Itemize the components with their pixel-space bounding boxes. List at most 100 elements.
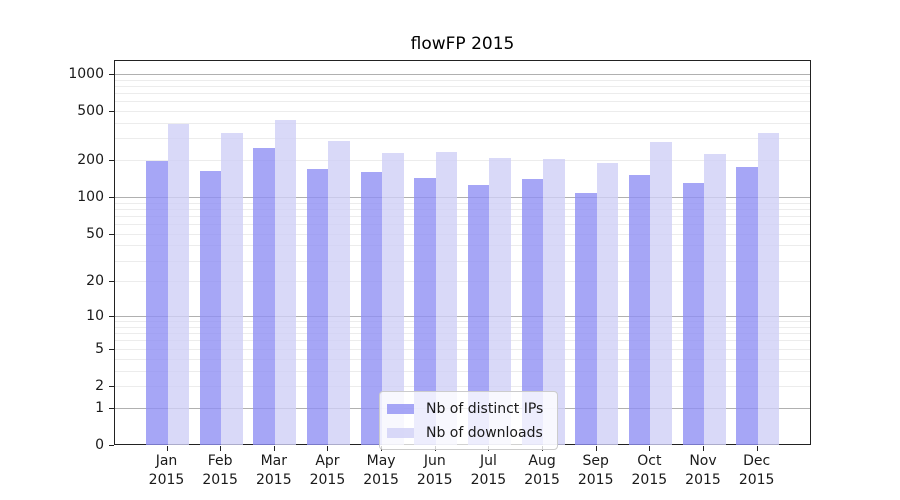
y-tick-mark bbox=[109, 445, 114, 446]
y-tick-mark bbox=[109, 316, 114, 318]
x-tick-label-year: 2015 bbox=[309, 472, 346, 488]
gridline-minor bbox=[115, 333, 810, 335]
y-tick-mark bbox=[109, 385, 114, 387]
gridline-decade bbox=[115, 73, 810, 75]
y-tick-label: 50 bbox=[86, 225, 104, 242]
y-tick-mark bbox=[109, 281, 114, 283]
bar-downloads bbox=[489, 157, 511, 445]
gridline-minor bbox=[115, 245, 810, 247]
gridline-minor bbox=[115, 101, 810, 103]
gridline-minor bbox=[115, 326, 810, 328]
gridline-minor bbox=[115, 224, 810, 226]
y-tick-mark bbox=[109, 160, 114, 162]
gridline-minor bbox=[115, 385, 810, 387]
plot-area: Nb of distinct IPs Nb of downloads bbox=[114, 60, 811, 450]
x-tick-label-year: 2015 bbox=[416, 472, 453, 488]
bar-distinct-ips bbox=[521, 179, 544, 445]
x-tick-label-month: Mar bbox=[260, 453, 287, 469]
chart-title: flowFP 2015 bbox=[410, 34, 515, 54]
y-tick-mark bbox=[109, 111, 114, 113]
bar-distinct-ips bbox=[628, 174, 651, 445]
bar-distinct-ips bbox=[736, 166, 758, 445]
bar-distinct-ips bbox=[682, 182, 704, 445]
x-tick-mark bbox=[595, 446, 597, 451]
y-tick-label: 1000 bbox=[68, 65, 104, 82]
legend-swatch-downloads bbox=[387, 427, 414, 438]
gridline-decade bbox=[115, 316, 810, 318]
x-tick-label-month: Apr bbox=[315, 453, 340, 469]
gridline-minor bbox=[115, 92, 810, 94]
x-tick-label-month: Aug bbox=[528, 453, 556, 469]
bar-downloads bbox=[382, 153, 404, 445]
x-tick-label-year: 2015 bbox=[685, 472, 721, 488]
x-tick-label-month: Feb bbox=[207, 453, 233, 469]
bar-downloads bbox=[328, 140, 350, 445]
bar-downloads bbox=[543, 159, 565, 445]
bar-distinct-ips bbox=[253, 147, 275, 445]
x-tick-mark bbox=[649, 446, 651, 451]
bar-downloads bbox=[596, 163, 619, 445]
bar-distinct-ips bbox=[575, 192, 597, 445]
y-tick-label: 5 bbox=[95, 340, 104, 357]
legend-swatch-distinct-ips bbox=[387, 403, 414, 414]
y-tick-label: 2 bbox=[95, 377, 104, 394]
x-tick-mark bbox=[166, 446, 168, 451]
y-tick-label: 0 bbox=[95, 437, 104, 453]
gridline-minor bbox=[115, 260, 810, 262]
y-tick-label: 200 bbox=[77, 152, 104, 169]
bar-distinct-ips bbox=[199, 170, 222, 445]
gridline-minor bbox=[115, 358, 810, 360]
y-tick-mark bbox=[109, 233, 114, 235]
bar-distinct-ips bbox=[146, 160, 168, 445]
bar-downloads bbox=[274, 119, 297, 445]
x-tick-label-year: 2015 bbox=[255, 472, 292, 488]
x-tick-mark bbox=[220, 446, 222, 451]
gridline-minor bbox=[115, 202, 810, 204]
x-tick-label-month: Dec bbox=[743, 453, 771, 469]
x-tick-mark bbox=[756, 446, 758, 451]
bar-distinct-ips bbox=[360, 172, 383, 445]
y-tick-mark bbox=[109, 348, 114, 350]
y-tick-label: 500 bbox=[77, 103, 104, 120]
bar-downloads bbox=[704, 154, 726, 445]
x-tick-label-year: 2015 bbox=[470, 472, 507, 488]
gridline-minor bbox=[115, 160, 810, 162]
y-tick-label: 10 bbox=[86, 308, 104, 325]
x-tick-label-year: 2015 bbox=[363, 472, 399, 488]
bar-distinct-ips bbox=[414, 177, 436, 445]
bar-downloads bbox=[435, 151, 458, 445]
gridline-decade bbox=[115, 197, 810, 199]
bar-downloads bbox=[757, 132, 780, 445]
x-tick-label-year: 2015 bbox=[577, 472, 614, 488]
legend-item-distinct-ips: Nb of distinct IPs bbox=[387, 399, 543, 418]
x-tick-label-month: Jan bbox=[155, 453, 178, 469]
gridline-minor bbox=[115, 111, 810, 113]
gridline-minor bbox=[115, 215, 810, 217]
x-tick-label-month: Jun bbox=[423, 453, 446, 469]
gridline-minor bbox=[115, 281, 810, 283]
x-tick-label-year: 2015 bbox=[524, 472, 560, 488]
gridline-minor bbox=[115, 79, 810, 81]
y-tick-mark bbox=[109, 73, 114, 75]
x-tick-label-year: 2015 bbox=[631, 472, 668, 488]
x-tick-label-month: Jul bbox=[479, 453, 497, 469]
x-tick-mark bbox=[327, 446, 329, 451]
bar-distinct-ips bbox=[306, 169, 329, 445]
gridline-minor bbox=[115, 348, 810, 350]
x-tick-label-year: 2015 bbox=[738, 472, 775, 488]
bar-downloads bbox=[650, 142, 672, 445]
y-tick-label: 20 bbox=[86, 273, 104, 290]
x-tick-mark bbox=[273, 446, 275, 451]
gridline-minor bbox=[115, 122, 810, 124]
bar-distinct-ips bbox=[467, 185, 490, 445]
gridline-minor bbox=[115, 233, 810, 235]
gridline-minor bbox=[115, 321, 810, 323]
legend-label-downloads: Nb of downloads bbox=[426, 424, 543, 441]
gridline-minor bbox=[115, 340, 810, 342]
x-tick-label-month: Nov bbox=[689, 453, 717, 469]
bar-downloads bbox=[221, 133, 243, 445]
legend: Nb of distinct IPs Nb of downloads bbox=[379, 391, 559, 450]
y-tick-label: 1 bbox=[95, 399, 104, 416]
y-tick-mark bbox=[109, 197, 114, 199]
